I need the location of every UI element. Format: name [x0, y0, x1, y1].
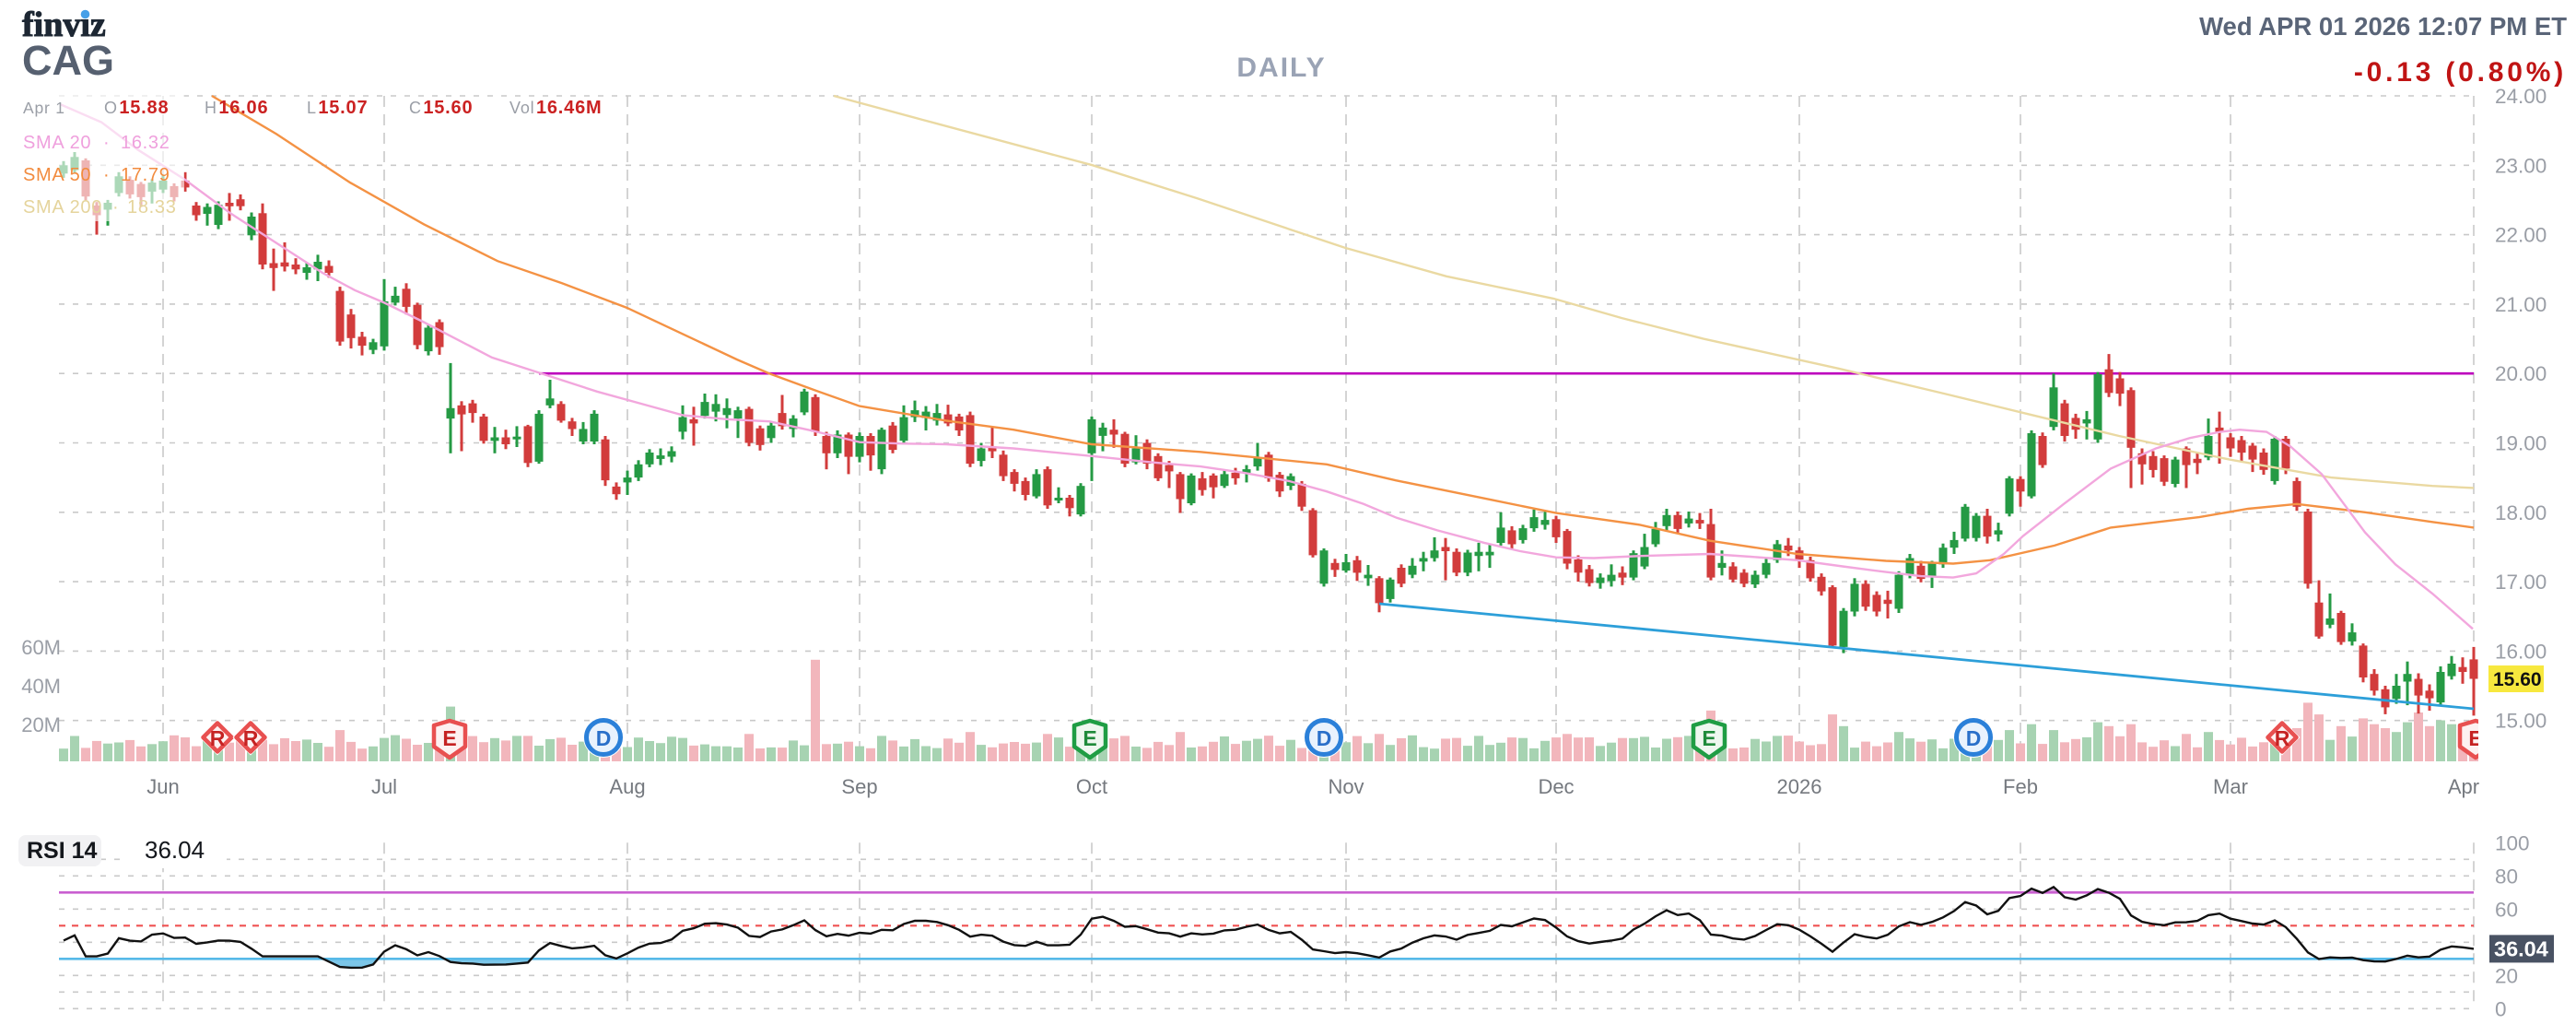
svg-text:60M: 60M [21, 636, 61, 659]
svg-text:21.00: 21.00 [2495, 293, 2547, 316]
svg-text:36.04: 36.04 [145, 836, 205, 864]
svg-text:Feb: Feb [2003, 775, 2038, 798]
svg-text:D: D [1317, 726, 1332, 750]
svg-text:O15.88: O15.88 [104, 98, 169, 118]
svg-text:60: 60 [2495, 898, 2518, 921]
svg-text:17.00: 17.00 [2495, 571, 2547, 594]
svg-text:Dec: Dec [1538, 775, 1574, 798]
svg-text:20.00: 20.00 [2495, 362, 2547, 385]
svg-text:SMA 200·18.33: SMA 200 · 18.33 [23, 197, 177, 218]
svg-text:C15.60: C15.60 [409, 98, 473, 118]
svg-text:100: 100 [2495, 831, 2530, 854]
svg-text:19.00: 19.00 [2495, 432, 2547, 455]
svg-text:0: 0 [2495, 997, 2507, 1020]
svg-text:DAILY: DAILY [1236, 53, 1326, 83]
svg-text:E: E [2468, 726, 2482, 750]
svg-text:E: E [1083, 726, 1096, 750]
svg-text:-0.13 (0.80%): -0.13 (0.80%) [2354, 57, 2567, 88]
svg-text:15.00: 15.00 [2495, 710, 2547, 733]
svg-text:20M: 20M [21, 713, 61, 736]
svg-text:2026: 2026 [1777, 775, 1822, 798]
svg-text:Aug: Aug [609, 775, 645, 798]
svg-text:CAG: CAG [22, 37, 114, 84]
svg-text:R: R [210, 726, 226, 750]
svg-text:Mar: Mar [2213, 775, 2248, 798]
svg-text:24.00: 24.00 [2495, 85, 2547, 108]
svg-text:16.00: 16.00 [2495, 640, 2547, 663]
svg-text:23.00: 23.00 [2495, 154, 2547, 177]
svg-text:Wed APR 01 2026 12:07 PM ET: Wed APR 01 2026 12:07 PM ET [2199, 12, 2567, 41]
svg-text:RSI 14: RSI 14 [27, 838, 98, 864]
svg-text:Jun: Jun [146, 775, 179, 798]
svg-text:L15.07: L15.07 [307, 98, 368, 118]
svg-text:R: R [2275, 726, 2290, 750]
svg-text:D: D [1966, 726, 1982, 750]
svg-text:H16.06: H16.06 [205, 98, 268, 118]
svg-text:D: D [596, 726, 612, 750]
svg-text:Apr: Apr [2448, 775, 2479, 798]
svg-text:Jul: Jul [371, 775, 397, 798]
svg-text:Nov: Nov [1328, 775, 1364, 798]
svg-text:40M: 40M [21, 675, 61, 698]
svg-text:Sep: Sep [841, 775, 877, 798]
svg-text:22.00: 22.00 [2495, 224, 2547, 247]
svg-text:36.04: 36.04 [2494, 936, 2548, 960]
svg-text:18.00: 18.00 [2495, 501, 2547, 524]
svg-text:Oct: Oct [1076, 775, 1107, 798]
svg-text:R: R [243, 726, 259, 750]
svg-text:Apr 1: Apr 1 [23, 99, 65, 117]
svg-text:Vol16.46M: Vol16.46M [509, 98, 602, 118]
svg-text:20: 20 [2495, 964, 2518, 987]
svg-text:finvız: finvız [22, 6, 106, 44]
svg-text:E: E [442, 726, 456, 750]
svg-text:80: 80 [2495, 865, 2518, 888]
svg-text:E: E [1702, 726, 1715, 750]
svg-text:15.60: 15.60 [2493, 669, 2542, 690]
